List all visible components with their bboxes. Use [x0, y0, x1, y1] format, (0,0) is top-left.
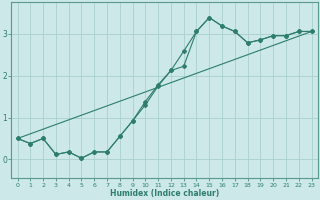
X-axis label: Humidex (Indice chaleur): Humidex (Indice chaleur)	[110, 189, 219, 198]
